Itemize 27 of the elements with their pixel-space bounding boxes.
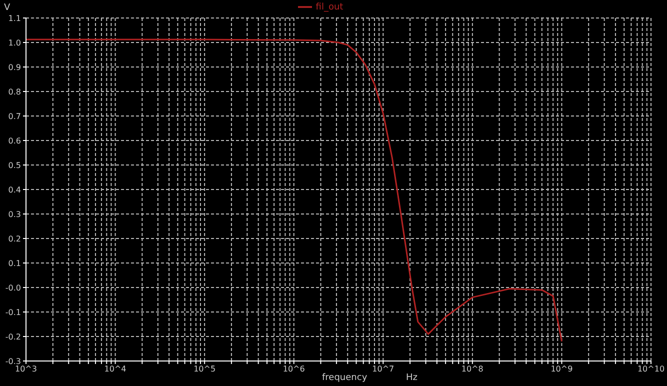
text: Hz bbox=[406, 373, 418, 383]
legend-label: fil_out bbox=[316, 2, 344, 12]
y-tick-label: 0.7 bbox=[8, 112, 21, 121]
x-tick-label: 10^8 bbox=[461, 364, 484, 374]
x-tick-label: 10^6 bbox=[282, 364, 305, 374]
y-tick-label: -0.1 bbox=[5, 308, 21, 317]
y-tick-label: -0.2 bbox=[5, 332, 21, 342]
y-tick-label: 0.3 bbox=[8, 210, 21, 219]
x-tick-label: 10^7 bbox=[372, 364, 394, 374]
x-tick-label: 10^10 bbox=[637, 364, 665, 374]
y-tick-label: 0.2 bbox=[8, 234, 21, 244]
y-tick-label: 0.1 bbox=[8, 258, 21, 268]
y-axis-title: V bbox=[4, 3, 10, 13]
x-axis-title: frequency bbox=[322, 373, 368, 383]
y-tick-label: 1.0 bbox=[8, 38, 21, 48]
y-tick-label: -0.0 bbox=[5, 283, 21, 292]
x-tick-label: 10^5 bbox=[194, 364, 216, 374]
y-tick-label: -0.3 bbox=[5, 356, 21, 366]
y-tick-label: 1.1 bbox=[8, 14, 21, 23]
y-tick-label: 0.9 bbox=[8, 62, 21, 72]
x-tick-label: 10^4 bbox=[104, 364, 126, 374]
y-tick-label: 0.4 bbox=[8, 185, 21, 194]
x-tick-label: 10^9 bbox=[550, 364, 573, 374]
x-tick-label: 10^3 bbox=[15, 364, 37, 374]
y-tick-label: 0.5 bbox=[8, 160, 21, 170]
y-tick-label: 0.6 bbox=[8, 136, 21, 146]
y-tick-label: 0.8 bbox=[8, 87, 21, 96]
